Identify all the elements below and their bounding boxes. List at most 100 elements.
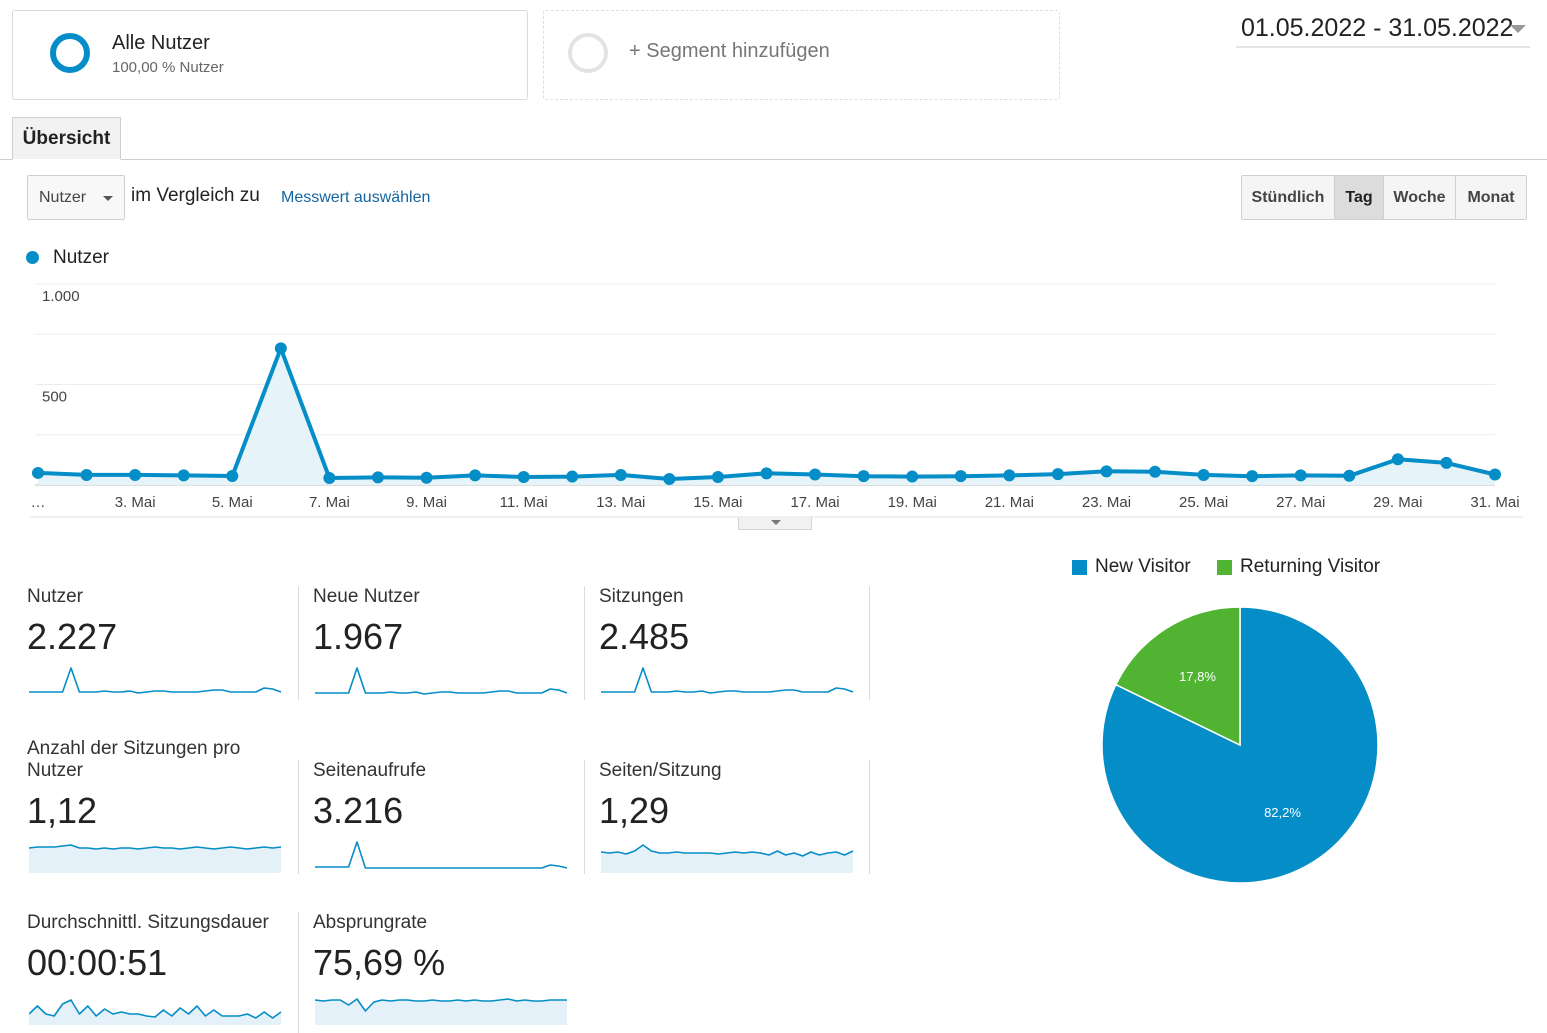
- sparkline-area: [29, 845, 281, 873]
- data-point[interactable]: [1343, 469, 1356, 482]
- data-point[interactable]: [371, 471, 384, 484]
- legend-swatch-new: [1072, 560, 1087, 575]
- legend-dot: [26, 251, 39, 264]
- pie-slice[interactable]: [1114, 606, 1241, 747]
- data-point[interactable]: [177, 469, 190, 482]
- metric-value: 1.967: [313, 616, 404, 657]
- granularity-toggle: Stündlich Tag Woche Monat: [1241, 175, 1527, 220]
- data-point[interactable]: [1440, 456, 1453, 469]
- metric-label: Seiten/Sitzung: [599, 760, 722, 781]
- segment-card-all-users[interactable]: Alle Nutzer 100,00 % Nutzer: [12, 10, 528, 100]
- tile-divider: [869, 760, 870, 874]
- data-point[interactable]: [1051, 468, 1064, 481]
- legend-label-new: New Visitor: [1095, 556, 1191, 577]
- data-point[interactable]: [274, 342, 287, 355]
- sparkline: [601, 844, 854, 873]
- data-point[interactable]: [469, 469, 482, 482]
- tile-divider: [584, 586, 585, 700]
- data-point[interactable]: [954, 470, 967, 483]
- x-tick-label: 23. Mai: [1082, 494, 1131, 511]
- data-point[interactable]: [1003, 469, 1016, 482]
- segment-ring-icon: [50, 33, 90, 73]
- x-tick-label: 25. Mai: [1179, 494, 1228, 511]
- add-segment-label: + Segment hinzufügen: [629, 40, 830, 62]
- data-point[interactable]: [809, 468, 822, 481]
- data-point[interactable]: [1246, 470, 1259, 483]
- y-tick-label: 500: [42, 389, 67, 406]
- metric-value: 3.216: [313, 790, 404, 831]
- metric-value: 00:00:51: [27, 942, 168, 983]
- data-point[interactable]: [566, 470, 579, 483]
- data-point[interactable]: [1100, 465, 1113, 478]
- legend-swatch-returning: [1217, 560, 1232, 575]
- data-point[interactable]: [760, 467, 773, 480]
- sparkline: [29, 667, 282, 694]
- metric-label: Neue Nutzer: [313, 586, 420, 607]
- tab-divider: [0, 159, 1547, 160]
- data-point[interactable]: [857, 470, 870, 483]
- data-point[interactable]: [323, 471, 336, 484]
- legend-label-returning: Returning Visitor: [1240, 556, 1381, 577]
- sparkline: [601, 667, 854, 694]
- date-range-picker[interactable]: 01.05.2022 - 31.05.2022: [1236, 12, 1530, 48]
- metric-value: 1,12: [27, 790, 98, 831]
- data-point[interactable]: [129, 468, 142, 481]
- x-tick-label: 9. Mai: [406, 494, 447, 511]
- x-tick-label: 5. Mai: [212, 494, 253, 511]
- data-point[interactable]: [1489, 468, 1501, 481]
- sparkline-area: [601, 845, 853, 873]
- data-point[interactable]: [906, 470, 919, 483]
- x-tick-label: 21. Mai: [985, 494, 1034, 511]
- metric-label: Sitzungen: [599, 586, 684, 607]
- tab-overview[interactable]: Übersicht: [12, 117, 121, 160]
- hourly-button[interactable]: Stündlich: [1251, 189, 1325, 206]
- add-segment-card[interactable]: + Segment hinzufügen: [543, 10, 1060, 100]
- chart-collapse-handle[interactable]: [738, 517, 812, 530]
- empty-segment-ring-icon: [568, 33, 608, 73]
- data-point[interactable]: [614, 468, 627, 481]
- metric-select[interactable]: Nutzer: [27, 175, 125, 220]
- metric-label: Durchschnittl. Sitzungsdauer: [27, 912, 269, 933]
- data-point[interactable]: [517, 470, 530, 483]
- data-point[interactable]: [1294, 469, 1307, 482]
- x-tick-label: 7. Mai: [309, 494, 350, 511]
- metric-value: 75,69 %: [313, 942, 446, 983]
- x-tick-label: 13. Mai: [596, 494, 645, 511]
- data-point[interactable]: [80, 468, 93, 481]
- users-line-chart: 1.000 500 … 3. Mai 5. Mai 7. Mai 9. Mai 11. Mai…: [30, 283, 1523, 518]
- data-point[interactable]: [1149, 465, 1162, 478]
- data-point[interactable]: [663, 472, 676, 485]
- metric-label: Seitenaufrufe: [313, 760, 427, 781]
- sparkline-line: [601, 667, 854, 694]
- month-button[interactable]: Monat: [1455, 176, 1526, 219]
- sparkline-line: [29, 999, 282, 1019]
- x-tick-label: 29. Mai: [1373, 494, 1422, 511]
- x-tick-label: 27. Mai: [1276, 494, 1325, 511]
- data-point[interactable]: [226, 469, 239, 482]
- metric-label: Absprungrate: [313, 912, 428, 933]
- week-button[interactable]: Woche: [1383, 176, 1455, 219]
- sparkline: [315, 998, 567, 1025]
- x-tick-label: 3. Mai: [115, 494, 156, 511]
- select-metric-link[interactable]: Messwert auswählen: [281, 189, 431, 206]
- data-point[interactable]: [711, 470, 724, 483]
- day-button[interactable]: Tag: [1334, 176, 1383, 219]
- compare-label: im Vergleich zu: [131, 185, 260, 206]
- sparkline-area: [315, 999, 567, 1025]
- legend-label: Nutzer: [53, 247, 109, 268]
- tile-divider: [584, 760, 585, 874]
- pie-slice-label: 82,2%: [1264, 805, 1301, 820]
- sparkline-line: [29, 844, 282, 850]
- date-range-text: 01.05.2022 - 31.05.2022: [1241, 14, 1514, 42]
- x-tick-label: 11. Mai: [500, 494, 548, 511]
- chevron-down-icon: [1510, 25, 1526, 33]
- data-point[interactable]: [1391, 453, 1404, 466]
- sparkline: [315, 667, 568, 695]
- metric-label: Anzahl der Sitzungen pro Nutzer: [27, 738, 241, 781]
- data-point[interactable]: [420, 471, 433, 484]
- sparkline: [29, 999, 282, 1025]
- sparkline-line: [315, 667, 568, 695]
- sparkline-line: [315, 841, 568, 869]
- data-point[interactable]: [1197, 468, 1210, 481]
- data-point[interactable]: [32, 466, 44, 479]
